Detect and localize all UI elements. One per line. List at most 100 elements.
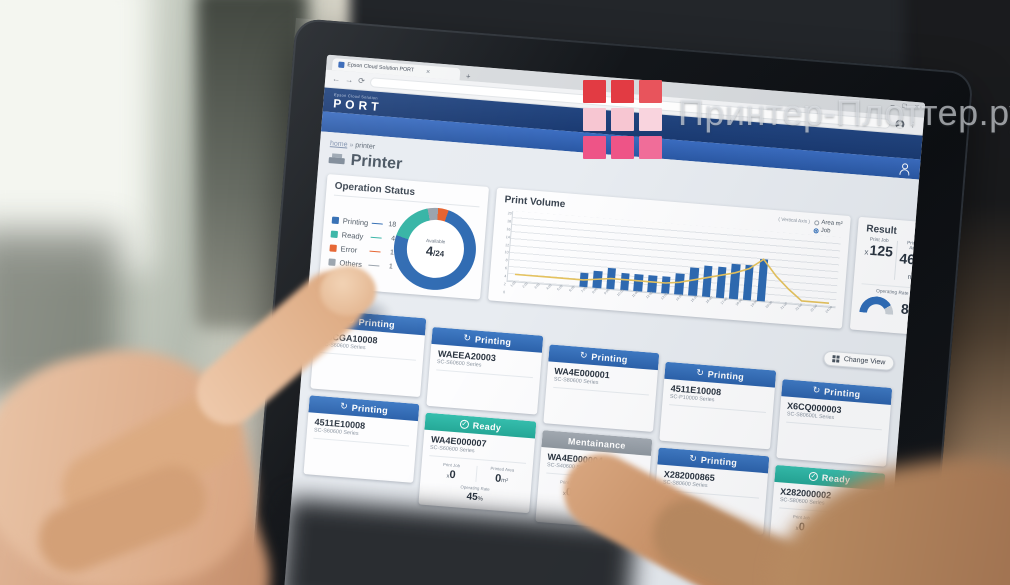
tile-column: ↻ Printing WA4E000001 SC-S80600 Series M… bbox=[535, 344, 660, 531]
status-icon: ↻ bbox=[689, 452, 698, 464]
background-shadow-left bbox=[0, 230, 120, 400]
tile-column: ↻ Printing 4511E10008 SC-P10000 Series ↻… bbox=[652, 361, 776, 536]
printed-area-result: Printed Area 46.7 m² bbox=[898, 239, 925, 284]
tile-column: ↻ Printing X6CGA10008 SC-S60600 Series ↻… bbox=[303, 309, 427, 483]
breadcrumb-separator: » bbox=[349, 141, 354, 149]
status-icon: ↻ bbox=[339, 400, 349, 412]
window-controls: – □ × bbox=[890, 102, 919, 111]
printer-tile[interactable]: ↻ Printing X282000865 SC-S80600 Series bbox=[652, 447, 769, 536]
tile-status-label: Printing bbox=[474, 333, 512, 347]
browser-menu-icon[interactable]: ⋮ bbox=[909, 121, 917, 130]
tile-spacer bbox=[551, 392, 649, 426]
status-icon: ✓ bbox=[459, 419, 470, 430]
forward-icon[interactable]: → bbox=[344, 74, 354, 85]
legend-count: 1 bbox=[389, 248, 395, 257]
print-volume-chart: 20 18 16 14 12 10 8 6 4 2 0 1:00 2:00 3:00 4:00 5:00 6:… bbox=[497, 210, 842, 322]
tile-status-label: Ready bbox=[472, 420, 502, 433]
legend-item: Error 1 bbox=[329, 243, 394, 257]
grid-view-icon bbox=[832, 355, 841, 363]
printer-tile[interactable]: ↻ Printing X6CGA10008 SC-S60600 Series bbox=[310, 309, 427, 398]
axis-radio-job[interactable]: Job bbox=[813, 227, 842, 235]
tile-status-label: Printing bbox=[823, 386, 861, 399]
printer-tile[interactable]: Mentainance WA4E000004 SC-S40600 Series … bbox=[535, 430, 653, 531]
legend-leader bbox=[372, 222, 384, 225]
operation-status-card: Operation Status Printing 18 Ready 4 Err… bbox=[318, 174, 490, 300]
tile-spacer bbox=[318, 357, 416, 391]
tile-body: WA4E000007 SC-S60600 Series Print Job x0… bbox=[419, 430, 535, 514]
y-tick-label: 6 bbox=[504, 267, 508, 271]
axis-radio-area-m-[interactable]: Area m² bbox=[814, 219, 843, 227]
status-icon: ↻ bbox=[812, 384, 821, 396]
operation-status-legend: Printing 18 Ready 4 Error 1 Others 1 bbox=[328, 215, 396, 271]
tab-favicon-icon bbox=[338, 61, 345, 69]
tile-spacer bbox=[434, 374, 532, 408]
dashboard-content: home » printer Printer Operation Status bbox=[280, 131, 926, 585]
status-icon: ↻ bbox=[695, 367, 705, 378]
tile-column: ↻ Printing X6CQ000003 SC-S80600L Series … bbox=[767, 379, 893, 566]
tile-spacer bbox=[311, 443, 409, 477]
y-tick-label: 0 bbox=[502, 290, 506, 295]
legend-item: Ready 4 bbox=[330, 229, 395, 243]
legend-count: 1 bbox=[388, 262, 394, 271]
tile-body: 4511E10008 SC-P10000 Series bbox=[660, 379, 775, 450]
legend-leader bbox=[371, 236, 383, 239]
tile-column: ↻ Printing WAEEA20003 SC-S60600 Series ✓… bbox=[418, 326, 544, 514]
radio-label: Area m² bbox=[821, 219, 843, 228]
tile-print-job: Print Job x0 bbox=[792, 515, 810, 534]
y-tick-label: 2 bbox=[503, 282, 506, 287]
tile-body: X6CGA10008 SC-S60600 Series bbox=[310, 327, 425, 398]
status-section-title: Status bbox=[317, 293, 352, 309]
window-maximize-icon[interactable]: □ bbox=[902, 102, 908, 111]
tile-printed-area: Printed Area 0m² bbox=[606, 484, 631, 503]
status-icon: ↻ bbox=[463, 332, 472, 344]
user-account-icon[interactable] bbox=[898, 162, 910, 174]
legend-leader bbox=[368, 264, 380, 267]
radio-icon bbox=[814, 219, 820, 226]
tile-body: WAEEA20003 SC-S60600 Series bbox=[427, 344, 542, 415]
tile-status-label: Ready bbox=[821, 472, 851, 485]
tile-operating-rate: Operating Rate 45% bbox=[460, 485, 491, 504]
y-tick-label: 12 bbox=[504, 243, 510, 248]
divider bbox=[475, 465, 478, 483]
printer-tile[interactable]: ✓ Ready WA4E000007 SC-S60600 Series Prin… bbox=[418, 412, 537, 514]
print-volume-title: Print Volume bbox=[504, 194, 566, 211]
printer-tile[interactable]: ↻ Printing WA4E000001 SC-S80600 Series bbox=[543, 344, 660, 432]
refresh-icon[interactable]: ⟳ bbox=[357, 75, 366, 86]
tile-printed-area: Printed Area 0m² bbox=[839, 519, 864, 538]
window-close-icon[interactable]: × bbox=[914, 103, 920, 112]
window-minimize-icon[interactable]: – bbox=[890, 101, 895, 110]
legend-swatch bbox=[331, 216, 340, 224]
tile-stats: Print Job x0 Printed Area 0m² Operating … bbox=[775, 512, 874, 559]
vertical-axis-label: ( Vertical Axis ) bbox=[778, 217, 811, 225]
donut-available-value: 4/24 bbox=[425, 243, 445, 260]
printer-tile[interactable]: ↻ Printing WAEEA20003 SC-S60600 Series bbox=[426, 326, 544, 415]
back-icon[interactable]: ← bbox=[331, 73, 341, 84]
new-tab-button[interactable]: + bbox=[465, 71, 471, 82]
tile-spacer bbox=[660, 495, 758, 529]
breadcrumb-home-link[interactable]: home bbox=[329, 140, 348, 149]
legend-item: Printing 18 bbox=[331, 215, 397, 229]
tile-spacer bbox=[783, 427, 881, 461]
printer-tile[interactable]: ↻ Printing 4511E10008 SC-S60600 Series bbox=[303, 395, 420, 483]
browser-profile-icon[interactable] bbox=[895, 119, 905, 130]
legend-swatch bbox=[329, 243, 337, 252]
legend-count: 18 bbox=[388, 220, 397, 229]
printer-tile[interactable]: ✓ Ready X282000002 SC-S80600 Series Prin… bbox=[767, 464, 886, 566]
status-icon: ✓ bbox=[808, 471, 819, 482]
tab-close-icon[interactable]: × bbox=[425, 68, 431, 76]
tile-printed-area: Printed Area 0m² bbox=[490, 466, 515, 485]
tile-body: X6CQ000003 SC-S80600L Series bbox=[776, 396, 891, 467]
printer-tile[interactable]: ↻ Printing X6CQ000003 SC-S80600L Series bbox=[775, 379, 893, 467]
printer-tiles-grid: ↻ Printing X6CGA10008 SC-S60600 Series ↻… bbox=[300, 309, 895, 566]
status-icon: ↻ bbox=[579, 349, 588, 361]
tile-status-label: Printing bbox=[707, 368, 745, 382]
legend-label: Ready bbox=[341, 229, 364, 241]
operating-rate-value: 81% bbox=[900, 300, 923, 318]
tile-body: 4511E10008 SC-S60600 Series bbox=[303, 412, 418, 483]
breadcrumb-current: printer bbox=[354, 142, 376, 151]
tile-operating-rate: Operating Rate 0% bbox=[577, 503, 607, 521]
print-volume-card: Print Volume ( Vertical Axis ) Area m² Jo… bbox=[488, 187, 852, 329]
radio-icon bbox=[813, 227, 819, 234]
printer-tile[interactable]: ↻ Printing 4511E10008 SC-P10000 Series bbox=[659, 361, 776, 450]
printer-icon bbox=[328, 153, 345, 166]
